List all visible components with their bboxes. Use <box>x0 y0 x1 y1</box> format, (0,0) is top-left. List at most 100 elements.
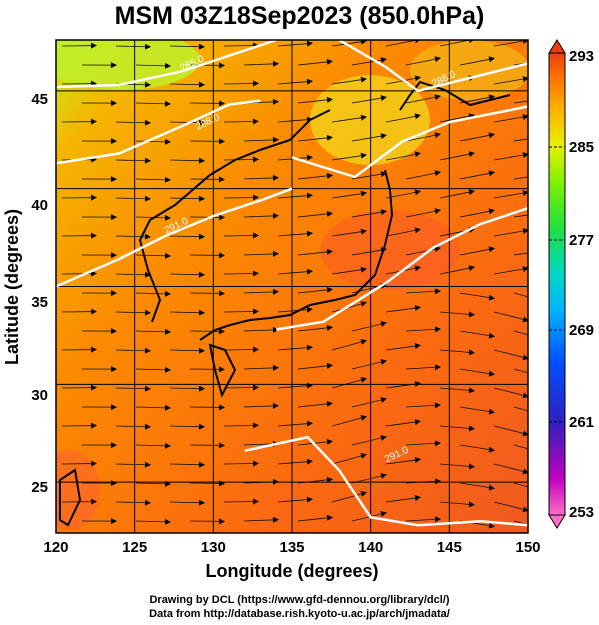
streamline <box>243 326 279 333</box>
streamline <box>135 442 171 449</box>
streamline <box>439 189 475 199</box>
streamline <box>493 463 528 475</box>
streamline <box>493 228 528 237</box>
streamline <box>331 266 367 275</box>
streamline <box>135 328 171 335</box>
streamline <box>223 460 259 467</box>
streamline <box>115 347 151 354</box>
streamline <box>135 138 171 145</box>
streamline <box>115 157 151 164</box>
colorbar-tick-label: 261 <box>569 414 594 431</box>
streamline <box>115 195 151 202</box>
streamline <box>385 343 421 351</box>
streamline <box>243 250 279 257</box>
streamline <box>493 311 528 323</box>
streamline <box>297 172 333 180</box>
streamline <box>223 498 259 505</box>
streamline <box>351 133 387 142</box>
x-tick-label: 135 <box>279 539 304 556</box>
streamline <box>169 499 205 506</box>
streamline <box>459 246 495 256</box>
streamline <box>331 415 367 427</box>
streamline <box>493 501 528 513</box>
streamline <box>405 132 441 142</box>
streamline <box>297 134 333 142</box>
x-tick-label: 145 <box>437 539 462 556</box>
streamline <box>169 385 205 392</box>
streamline <box>459 444 495 453</box>
streamline <box>297 514 333 522</box>
streamline <box>277 344 313 351</box>
streamline <box>243 174 279 181</box>
streamline <box>243 364 279 371</box>
streamline <box>493 152 528 161</box>
streamline <box>331 152 367 161</box>
streamline <box>115 499 151 506</box>
streamline <box>459 368 495 377</box>
streamline <box>169 157 205 164</box>
streamline <box>297 324 333 332</box>
isotherm-line <box>56 187 293 288</box>
streamline <box>331 301 367 313</box>
colorbar-bottom-triangle <box>548 514 566 529</box>
streamline <box>439 387 475 394</box>
y-ticks: 25 30 35 40 45 <box>31 91 48 496</box>
streamline <box>459 482 495 491</box>
streamline <box>405 56 441 66</box>
streamline <box>223 232 259 239</box>
y-tick-label: 25 <box>31 479 48 496</box>
streamline <box>297 96 333 104</box>
streamline <box>351 321 387 332</box>
streamline <box>277 420 313 427</box>
streamline <box>277 230 313 237</box>
streamline <box>243 136 279 143</box>
streamline <box>513 520 528 526</box>
streamline <box>169 81 205 88</box>
streamline <box>277 496 313 503</box>
x-tick-label: 120 <box>43 539 68 556</box>
streamline <box>351 57 387 66</box>
streamline <box>459 292 495 301</box>
streamline <box>277 458 313 465</box>
streamline <box>243 516 279 523</box>
streamline <box>223 194 259 201</box>
streamline <box>169 233 205 240</box>
streamline <box>277 192 313 199</box>
streamline <box>135 518 171 525</box>
x-axis-label: Longitude (degrees) <box>205 561 378 581</box>
streamline <box>277 40 313 47</box>
streamline <box>223 42 259 49</box>
data-credit: Data from http://database.rish.kyoto-u.a… <box>149 608 450 620</box>
streamline <box>169 309 205 316</box>
streamline <box>223 384 259 391</box>
x-tick-label: 125 <box>122 539 147 556</box>
streamline <box>135 176 171 183</box>
streamline <box>115 309 151 316</box>
streamline <box>135 62 171 69</box>
colorbar-tick-label: 293 <box>569 48 594 65</box>
streamline <box>243 60 279 67</box>
streamline <box>385 381 421 389</box>
streamline <box>351 397 387 408</box>
streamline <box>331 228 367 237</box>
streamline <box>385 419 421 427</box>
streamline <box>513 368 528 374</box>
streamline <box>223 270 259 277</box>
streamline <box>513 330 528 336</box>
drawing-credit: Drawing by DCL (https://www.gfd-dennou.o… <box>149 594 450 606</box>
streamline <box>169 195 205 202</box>
streamline <box>135 404 171 411</box>
streamline <box>439 425 475 432</box>
streamline <box>459 94 495 104</box>
x-tick-label: 130 <box>201 539 226 556</box>
streamline <box>513 444 528 450</box>
streamline <box>115 43 151 50</box>
streamline <box>385 113 421 123</box>
streamline <box>297 286 333 294</box>
map-title: MSM 03Z18Sep2023 (850.0hPa) <box>114 2 485 30</box>
streamline <box>385 457 421 465</box>
streamline <box>297 400 333 408</box>
x-tick-label: 140 <box>358 539 383 556</box>
streamline <box>439 501 475 508</box>
